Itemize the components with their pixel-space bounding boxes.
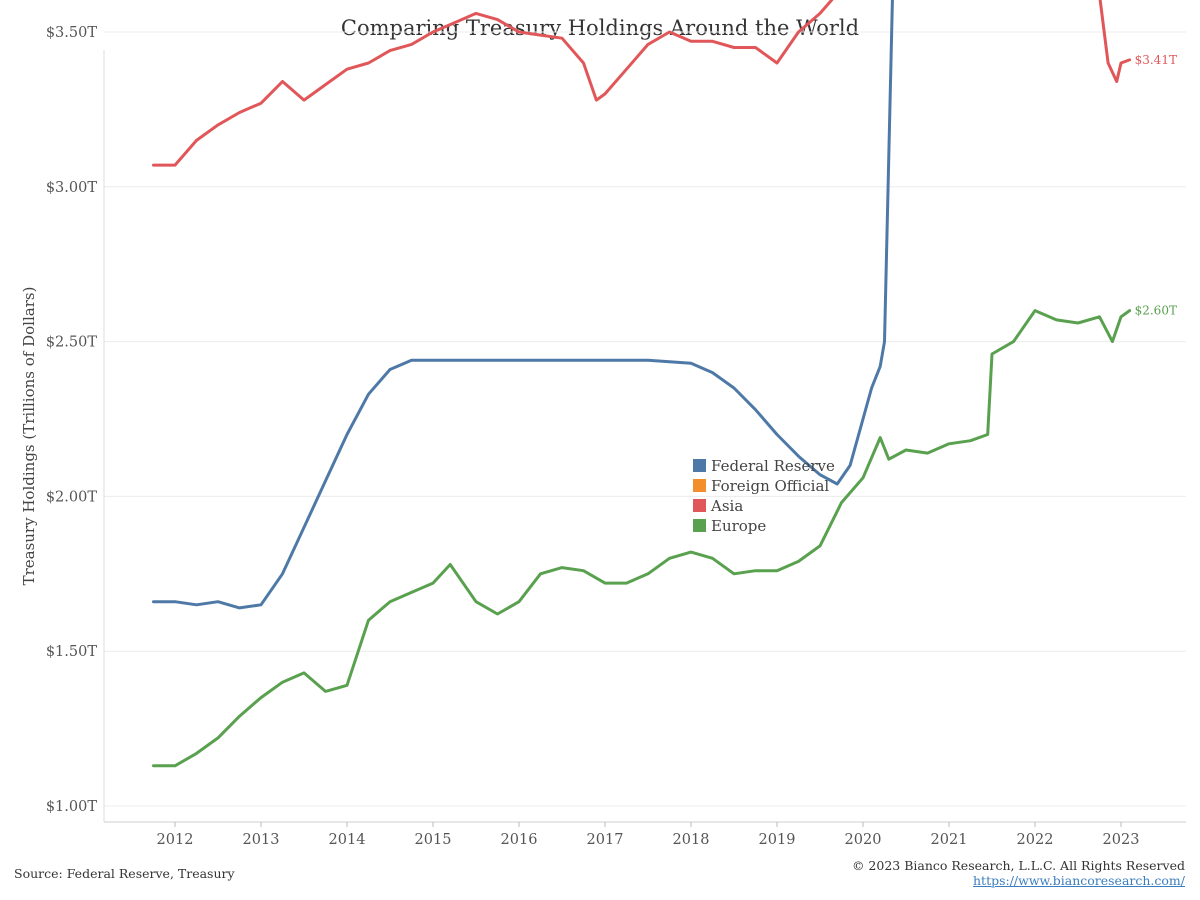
y-tick-label: $2.00T	[46, 489, 98, 505]
y-tick-label: $3.50T	[46, 25, 98, 41]
y-tick-label: $1.00T	[46, 799, 98, 815]
end-value-label: $3.41T	[1135, 53, 1177, 67]
x-tick-label: 2015	[415, 832, 452, 848]
x-tick-label: 2020	[845, 832, 882, 848]
legend-label: Federal Reserve	[711, 457, 835, 475]
y-tick-label: $2.50T	[46, 335, 98, 351]
series-lines	[152, 0, 1132, 768]
gridlines	[104, 31, 1186, 807]
legend-swatch	[693, 499, 706, 512]
source-note: Source: Federal Reserve, Treasury	[14, 866, 235, 881]
x-tick-label: 2012	[157, 832, 194, 848]
x-tick-label: 2016	[501, 832, 538, 848]
end-value-label: $2.60T	[1135, 304, 1177, 318]
end-labels: $5.27T$3.66T$3.41T$2.60T	[1135, 53, 1177, 318]
series-line-asia	[152, 0, 1132, 167]
x-tick-label: 2019	[759, 832, 796, 848]
x-tick-label: 2017	[587, 832, 624, 848]
x-tick-label: 2022	[1017, 832, 1054, 848]
series-line-federal-reserve	[152, 0, 894, 610]
legend-label: Asia	[710, 497, 743, 515]
x-tick-label: 2018	[673, 832, 710, 848]
website-link[interactable]: https://www.biancoresearch.com/	[973, 873, 1185, 888]
legend-swatch	[693, 479, 706, 492]
axes: $1.00T$1.50T$2.00T$2.50T$3.00T$3.50T$4.0…	[46, 25, 1186, 848]
x-tick-label: 2014	[329, 832, 366, 848]
copyright-notice: © 2023 Bianco Research, L.L.C. All Right…	[851, 858, 1185, 873]
legend-label: Europe	[711, 517, 766, 535]
legend: Federal Reserve Foreign Official Asia Europ…	[693, 457, 835, 535]
y-axis-title: Treasury Holdings (Trillions of Dollars)	[20, 287, 38, 586]
legend-label: Foreign Official	[711, 477, 829, 495]
x-tick-label: 2013	[243, 832, 280, 848]
y-tick-label: $3.00T	[46, 180, 98, 196]
x-tick-label: 2023	[1103, 832, 1140, 848]
series-line-europe	[152, 309, 1132, 768]
y-tick-label: $1.50T	[46, 644, 98, 660]
legend-swatch	[693, 519, 706, 532]
x-tick-label: 2021	[931, 832, 968, 848]
legend-swatch	[693, 459, 706, 472]
